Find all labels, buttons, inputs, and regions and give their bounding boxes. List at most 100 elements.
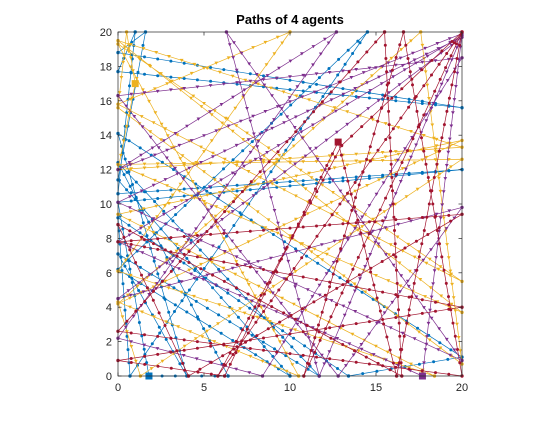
series-point — [367, 232, 371, 236]
series-point — [375, 296, 379, 300]
series-point — [180, 299, 184, 303]
series-point — [420, 298, 424, 302]
series-point — [367, 288, 371, 292]
series-point — [447, 303, 451, 307]
series-point — [155, 165, 160, 169]
series-point — [129, 71, 133, 75]
series-point — [247, 62, 252, 66]
series-point — [281, 329, 285, 333]
series-point — [393, 192, 398, 196]
series-point — [449, 219, 453, 223]
series-point — [194, 299, 198, 303]
series-point — [234, 286, 238, 290]
series-point — [222, 149, 227, 153]
series-point — [288, 78, 292, 82]
series-point — [163, 324, 167, 327]
series-point — [427, 202, 431, 206]
series-point — [317, 206, 322, 210]
series-point — [205, 189, 209, 193]
series-point — [358, 277, 362, 281]
series-point — [388, 204, 393, 208]
series-point — [274, 157, 279, 162]
series-point — [433, 150, 438, 154]
series-point — [282, 188, 286, 192]
series-point — [394, 316, 398, 319]
series-point — [395, 172, 398, 176]
series-point — [445, 52, 449, 55]
series-point — [142, 91, 147, 95]
series-point — [119, 76, 124, 80]
series-point — [384, 253, 388, 257]
series-point — [208, 110, 212, 114]
series-point — [363, 265, 367, 269]
series-point — [245, 107, 249, 111]
series-point — [182, 163, 187, 168]
series-point — [269, 170, 273, 174]
series-point — [308, 147, 312, 151]
series-point — [234, 143, 239, 148]
series-point — [121, 151, 125, 155]
series-point — [444, 164, 449, 168]
series-point — [332, 239, 337, 243]
series-point — [322, 362, 327, 366]
series-point — [202, 200, 206, 204]
series-point — [281, 335, 285, 339]
series-point — [331, 261, 336, 265]
series-point — [145, 286, 149, 290]
series-point — [420, 43, 425, 48]
series-point — [147, 226, 152, 230]
series-point — [417, 250, 421, 254]
series-point — [335, 303, 338, 307]
series-point — [450, 40, 454, 43]
series-point — [387, 81, 391, 85]
series-point — [204, 223, 208, 227]
series-point — [236, 315, 240, 319]
series-point — [357, 273, 361, 277]
series-point — [367, 220, 371, 224]
series-point — [209, 139, 214, 143]
series-point — [222, 260, 226, 264]
series-point — [342, 234, 346, 238]
series-point — [394, 56, 398, 59]
series-point — [281, 177, 286, 181]
series-point — [452, 98, 457, 102]
series-point — [233, 172, 237, 176]
series-point — [291, 302, 296, 306]
series-point — [359, 347, 364, 351]
series-point — [381, 364, 385, 368]
series-point — [424, 342, 429, 346]
series-point — [361, 372, 365, 376]
series-point — [383, 216, 388, 220]
series-point — [364, 355, 368, 359]
series-point — [255, 334, 259, 338]
series-point — [127, 223, 131, 227]
series-point — [329, 299, 334, 303]
series-point — [287, 96, 292, 100]
series-point — [128, 206, 132, 210]
series-point — [334, 109, 338, 113]
series-point — [139, 189, 144, 193]
series-point — [248, 354, 253, 359]
series-point — [376, 242, 381, 246]
series-point — [389, 162, 393, 166]
y-tick-label: 4 — [106, 302, 112, 314]
series-point — [293, 317, 297, 321]
series-point — [434, 144, 439, 148]
series-point — [163, 248, 167, 252]
series-point — [378, 208, 382, 212]
series-point — [269, 86, 273, 90]
series-point — [195, 346, 199, 350]
series-point — [122, 235, 126, 239]
series-point — [288, 352, 292, 356]
y-tick-label: 14 — [100, 130, 112, 142]
series-point — [240, 190, 244, 194]
series-point — [299, 127, 303, 131]
y-tick-label: 10 — [100, 199, 112, 211]
series-point — [127, 161, 132, 165]
series-point — [410, 77, 414, 81]
series-point — [280, 324, 285, 328]
series-point — [258, 170, 262, 174]
series-point — [290, 236, 294, 240]
series-point — [329, 98, 334, 102]
series-point — [341, 176, 345, 180]
